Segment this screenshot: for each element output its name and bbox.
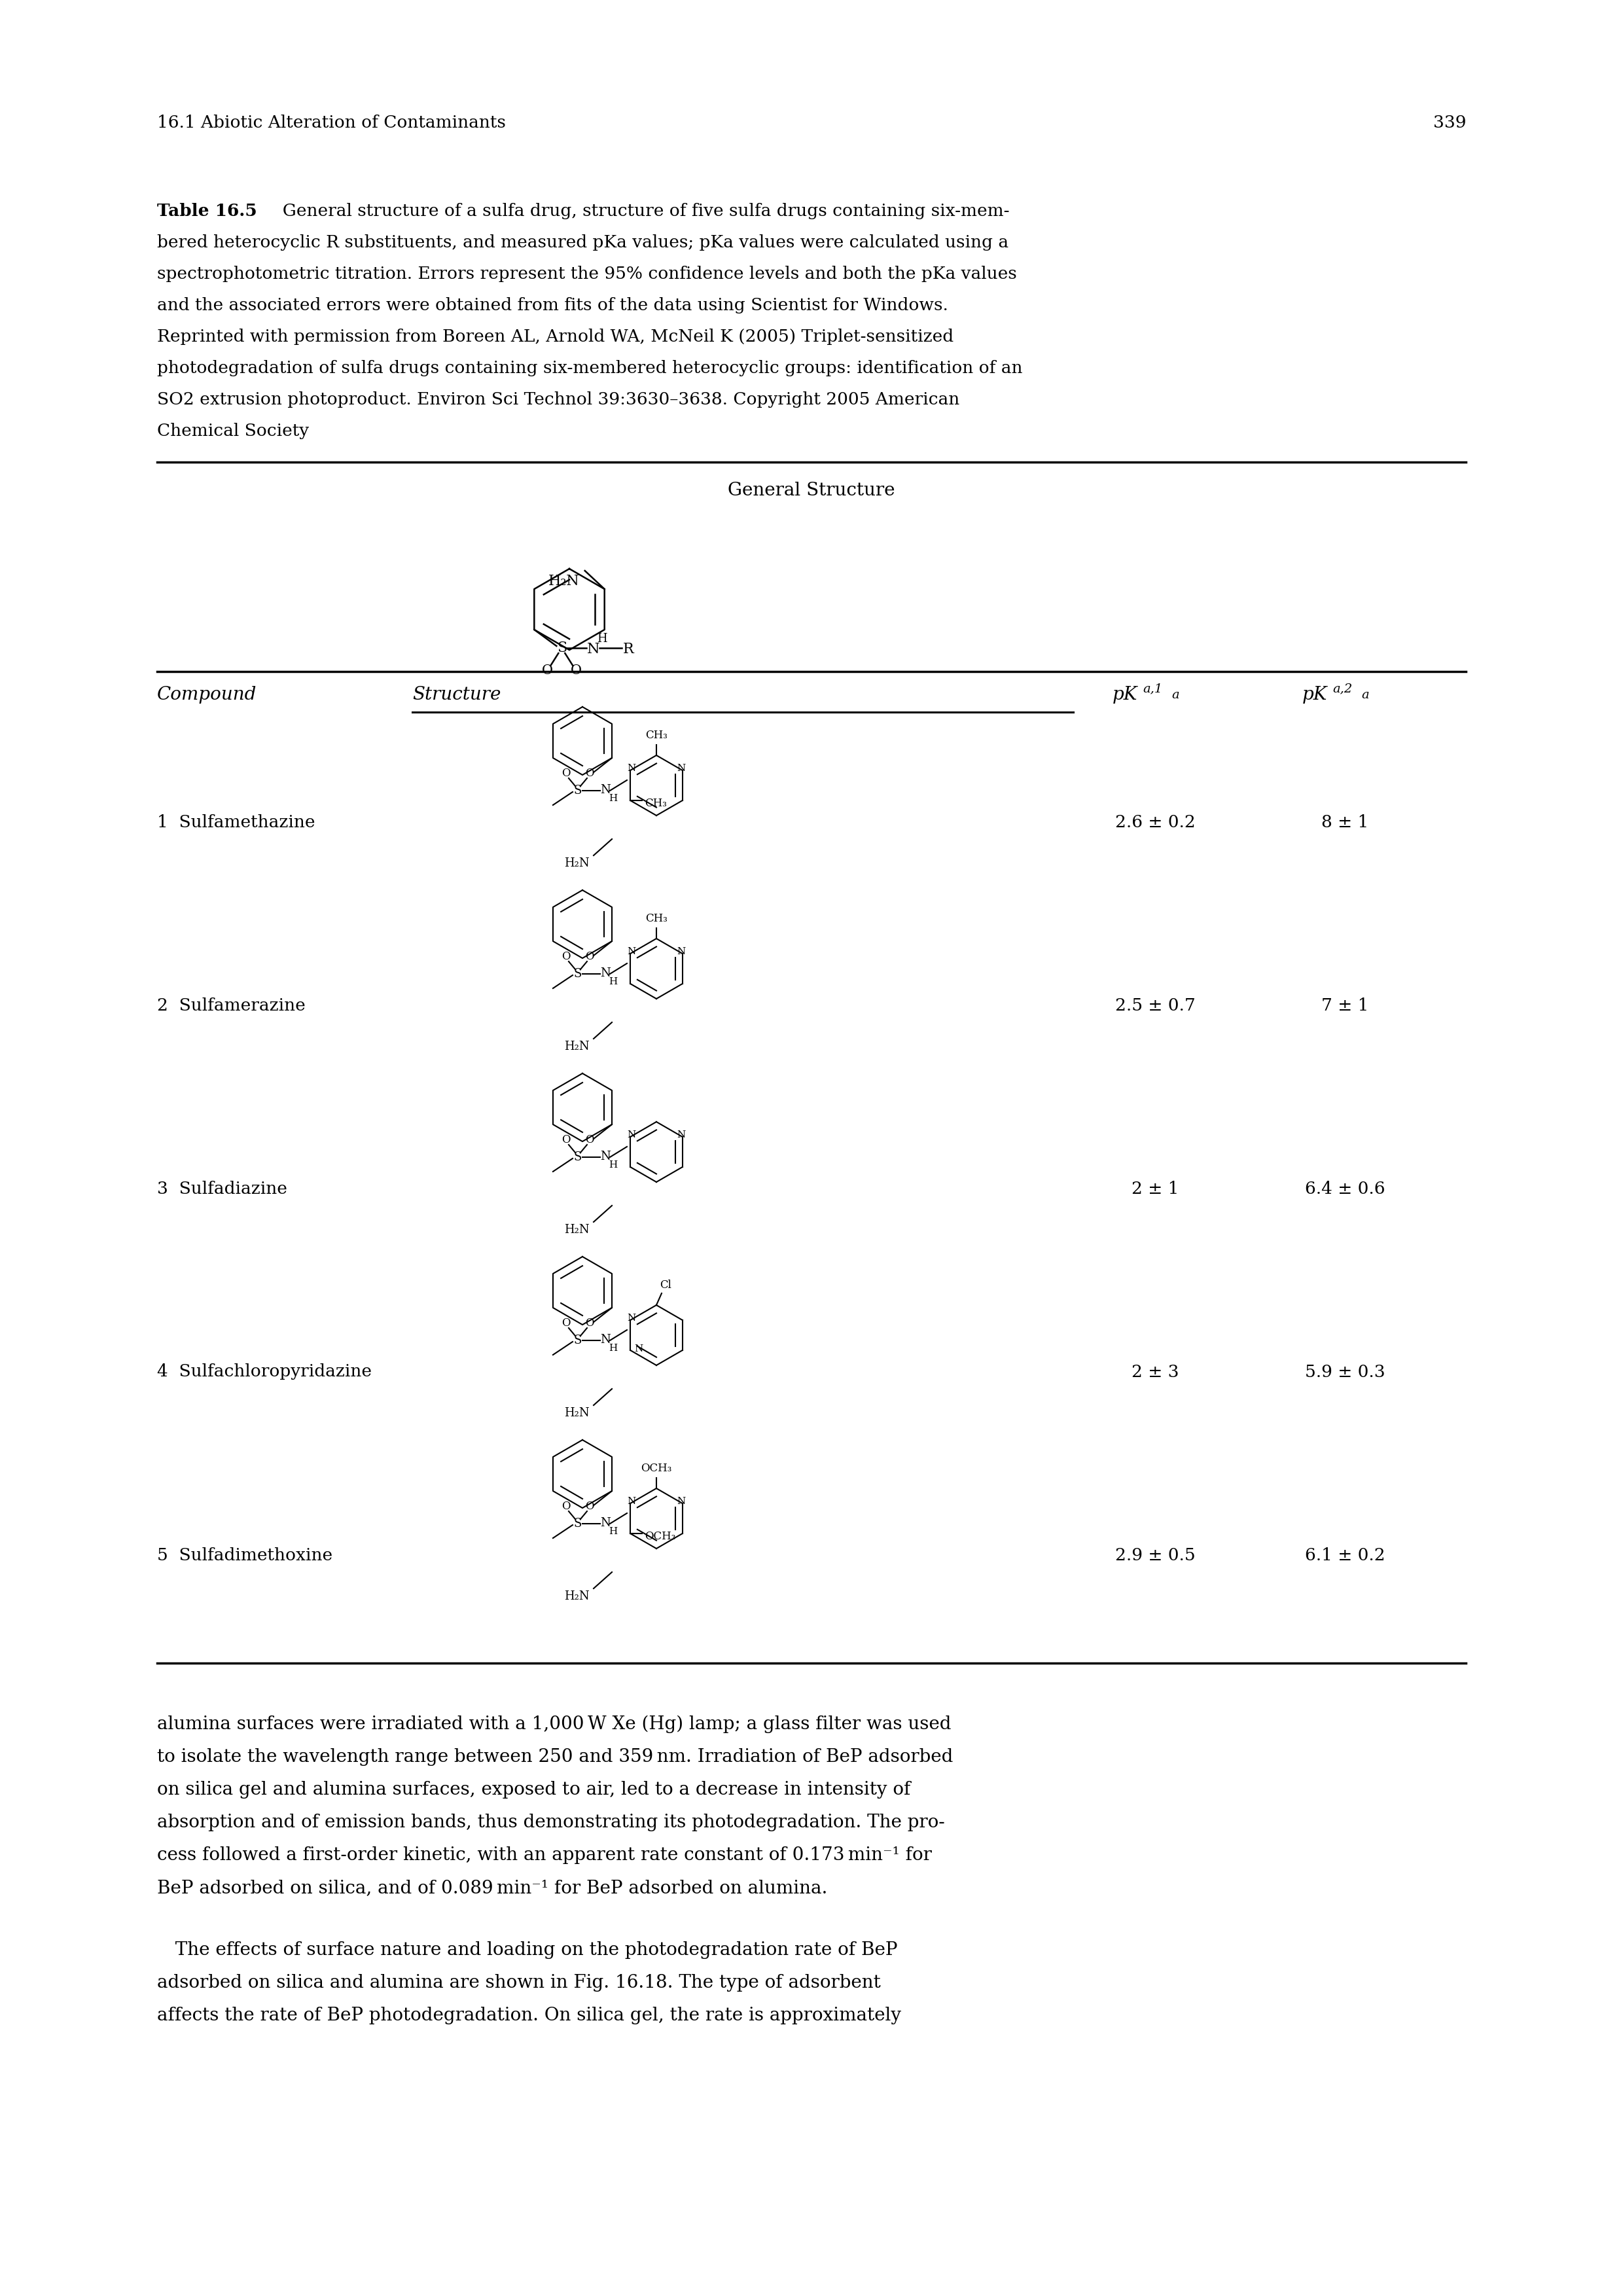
Text: S: S	[557, 641, 566, 654]
Text: S: S	[575, 1334, 583, 1345]
Text: S: S	[575, 1150, 583, 1164]
Text: affects the rate of BeP photodegradation. On silica gel, the rate is approximate: affects the rate of BeP photodegradation…	[157, 2007, 901, 2025]
Text: S: S	[575, 1518, 583, 1529]
Text: 3  Sulfadiazine: 3 Sulfadiazine	[157, 1180, 287, 1196]
Text: O: O	[562, 1502, 570, 1513]
Text: N: N	[601, 967, 610, 978]
Text: 2.5 ± 0.7: 2.5 ± 0.7	[1115, 996, 1195, 1013]
Text: O: O	[562, 1318, 570, 1329]
Text: N: N	[588, 643, 599, 657]
Text: and the associated errors were obtained from fits of the data using Scientist fo: and the associated errors were obtained …	[157, 296, 948, 315]
Text: CH₃: CH₃	[646, 914, 667, 925]
Text: O: O	[562, 1134, 570, 1146]
Text: N: N	[626, 946, 636, 955]
Text: on silica gel and alumina surfaces, exposed to air, led to a decrease in intensi: on silica gel and alumina surfaces, expo…	[157, 1782, 911, 1798]
Text: N: N	[601, 785, 610, 797]
Text: H: H	[609, 1343, 617, 1352]
Text: 2 ± 1: 2 ± 1	[1131, 1180, 1178, 1196]
Text: R: R	[623, 643, 635, 657]
Text: O: O	[586, 951, 594, 962]
Text: N: N	[626, 1497, 636, 1506]
Text: pK: pK	[1112, 687, 1138, 703]
Text: Table 16.5: Table 16.5	[157, 202, 256, 218]
Text: O: O	[586, 1134, 594, 1146]
Text: O: O	[586, 769, 594, 778]
Text: O: O	[542, 664, 553, 677]
Text: H₂N: H₂N	[565, 1591, 589, 1603]
Text: N: N	[626, 1130, 636, 1139]
Text: O: O	[586, 1318, 594, 1329]
Text: N: N	[677, 1130, 685, 1139]
Text: OCH₃: OCH₃	[644, 1531, 675, 1543]
Text: alumina surfaces were irradiated with a 1,000 W Xe (Hg) lamp; a glass filter was: alumina surfaces were irradiated with a …	[157, 1715, 951, 1733]
Text: pK: pK	[1302, 687, 1328, 703]
Text: photodegradation of sulfa drugs containing six-membered heterocyclic groups: ide: photodegradation of sulfa drugs containi…	[157, 360, 1022, 377]
Text: 2.9 ± 0.5: 2.9 ± 0.5	[1115, 1548, 1195, 1564]
Text: General structure of a sulfa drug, structure of five sulfa drugs containing six-: General structure of a sulfa drug, struc…	[271, 202, 1010, 218]
Text: O: O	[562, 951, 570, 962]
Text: H: H	[609, 1159, 617, 1169]
Text: H₂N: H₂N	[549, 574, 579, 588]
Text: H₂N: H₂N	[565, 1224, 589, 1235]
Text: N: N	[601, 1518, 610, 1529]
Text: H: H	[609, 794, 617, 804]
Text: General Structure: General Structure	[727, 482, 896, 501]
Text: N: N	[626, 765, 636, 774]
Text: 8 ± 1: 8 ± 1	[1321, 813, 1368, 831]
Text: to isolate the wavelength range between 250 and 359 nm. Irradiation of BeP adsor: to isolate the wavelength range between …	[157, 1747, 953, 1766]
Text: N: N	[601, 1150, 610, 1162]
Text: a: a	[1172, 689, 1178, 700]
Text: BeP adsorbed on silica, and of 0.089 min⁻¹ for BeP adsorbed on alumina.: BeP adsorbed on silica, and of 0.089 min…	[157, 1878, 828, 1896]
Text: 6.4 ± 0.6: 6.4 ± 0.6	[1305, 1180, 1384, 1196]
Text: H: H	[609, 978, 617, 987]
Text: O: O	[562, 769, 570, 778]
Text: 16.1 Abiotic Alteration of Contaminants: 16.1 Abiotic Alteration of Contaminants	[157, 115, 506, 131]
Text: H: H	[597, 634, 607, 645]
Text: 4  Sulfachloropyridazine: 4 Sulfachloropyridazine	[157, 1364, 372, 1380]
Text: N: N	[677, 1497, 685, 1506]
Text: 2 ± 3: 2 ± 3	[1131, 1364, 1178, 1380]
Text: Cl: Cl	[659, 1279, 672, 1290]
Text: spectrophotometric titration. Errors represent the 95% confidence levels and bot: spectrophotometric titration. Errors rep…	[157, 266, 1018, 282]
Text: H₂N: H₂N	[565, 1040, 589, 1052]
Text: S: S	[575, 969, 583, 980]
Text: a,2: a,2	[1332, 682, 1352, 693]
Text: CH₃: CH₃	[644, 799, 667, 808]
Text: cess followed a first-order kinetic, with an apparent rate constant of 0.173 min: cess followed a first-order kinetic, wit…	[157, 1846, 932, 1864]
Text: absorption and of emission bands, thus demonstrating its photodegradation. The p: absorption and of emission bands, thus d…	[157, 1814, 945, 1832]
Text: OCH₃: OCH₃	[641, 1463, 672, 1474]
Text: Chemical Society: Chemical Society	[157, 422, 308, 439]
Text: H₂N: H₂N	[565, 1407, 589, 1419]
Text: Structure: Structure	[412, 687, 502, 703]
Text: 5  Sulfadimethoxine: 5 Sulfadimethoxine	[157, 1548, 333, 1564]
Text: 7 ± 1: 7 ± 1	[1321, 996, 1368, 1013]
Text: bered heterocyclic R substituents, and measured pKa values; pKa values were calc: bered heterocyclic R substituents, and m…	[157, 234, 1008, 250]
Text: Reprinted with permission from Boreen AL, Arnold WA, McNeil K (2005) Triplet-sen: Reprinted with permission from Boreen AL…	[157, 328, 954, 344]
Text: N: N	[626, 1313, 636, 1322]
Text: The effects of surface nature and loading on the photodegradation rate of BeP: The effects of surface nature and loadin…	[157, 1940, 898, 1958]
Text: H: H	[609, 1527, 617, 1536]
Text: O: O	[571, 664, 581, 677]
Text: 339: 339	[1433, 115, 1466, 131]
Text: N: N	[677, 946, 685, 955]
Text: adsorbed on silica and alumina are shown in Fig. 16.18. The type of adsorbent: adsorbed on silica and alumina are shown…	[157, 1975, 881, 1991]
Text: a: a	[1362, 689, 1368, 700]
Text: Compound: Compound	[157, 687, 256, 703]
Text: N: N	[601, 1334, 610, 1345]
Text: 2  Sulfamerazine: 2 Sulfamerazine	[157, 996, 305, 1013]
Text: 6.1 ± 0.2: 6.1 ± 0.2	[1305, 1548, 1384, 1564]
Text: SO2 extrusion photoproduct. Environ Sci Technol 39:3630–3638. Copyright 2005 Ame: SO2 extrusion photoproduct. Environ Sci …	[157, 390, 959, 409]
Text: 2.6 ± 0.2: 2.6 ± 0.2	[1115, 813, 1195, 831]
Text: N: N	[635, 1345, 643, 1355]
Text: CH₃: CH₃	[646, 730, 667, 742]
Text: H₂N: H₂N	[565, 856, 589, 870]
Text: O: O	[586, 1502, 594, 1513]
Text: S: S	[575, 785, 583, 797]
Text: N: N	[677, 765, 685, 774]
Text: a,1: a,1	[1143, 682, 1162, 693]
Text: 5.9 ± 0.3: 5.9 ± 0.3	[1305, 1364, 1384, 1380]
Text: 1  Sulfamethazine: 1 Sulfamethazine	[157, 813, 315, 831]
